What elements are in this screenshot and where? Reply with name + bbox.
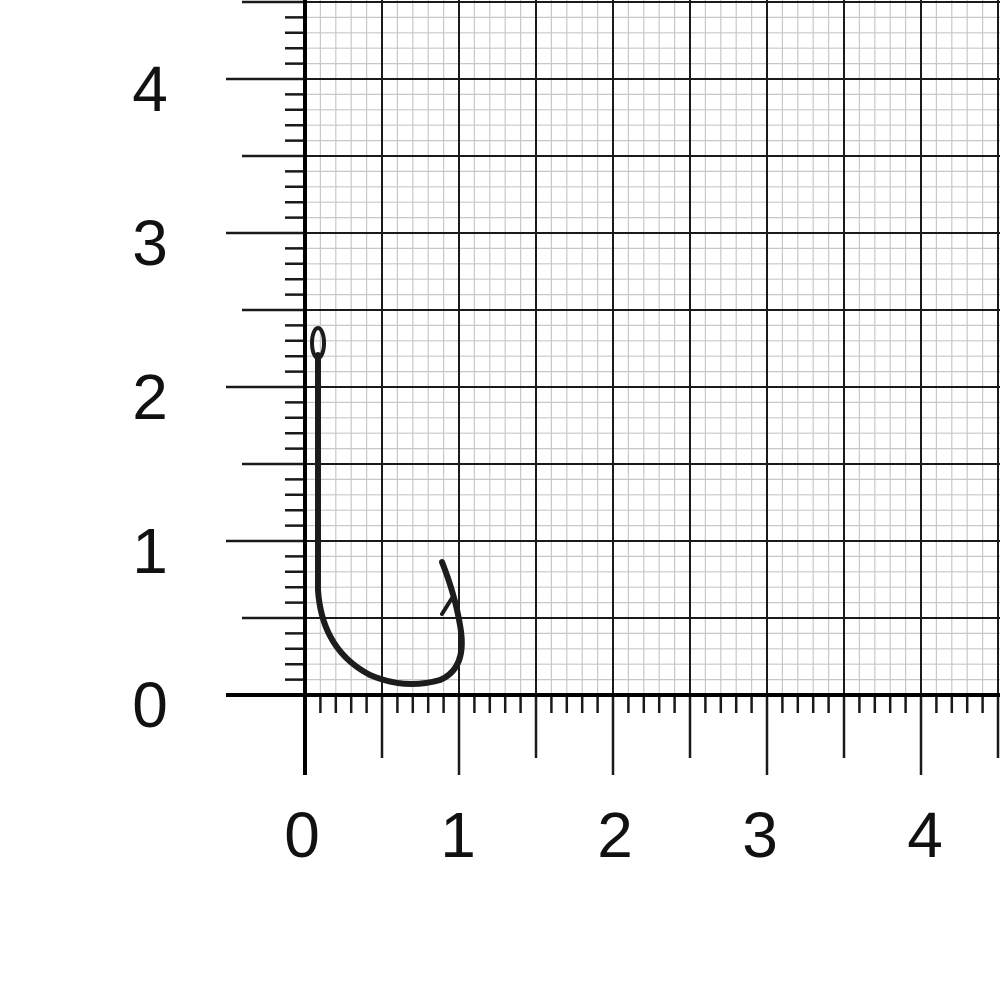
y-label-2: 2 [132, 361, 168, 433]
x-label-3: 3 [742, 799, 778, 871]
hook-eye [310, 326, 326, 360]
hook-body [315, 352, 465, 687]
x-label-2: 2 [597, 799, 633, 871]
y-label-0: 0 [132, 669, 168, 741]
y-label-3: 3 [132, 207, 168, 279]
x-label-0: 0 [284, 799, 320, 871]
hook-barb [440, 596, 454, 616]
x-label-4: 4 [907, 799, 943, 871]
y-label-1: 1 [132, 515, 168, 587]
x-label-1: 1 [440, 799, 476, 871]
y-label-4: 4 [132, 53, 168, 125]
